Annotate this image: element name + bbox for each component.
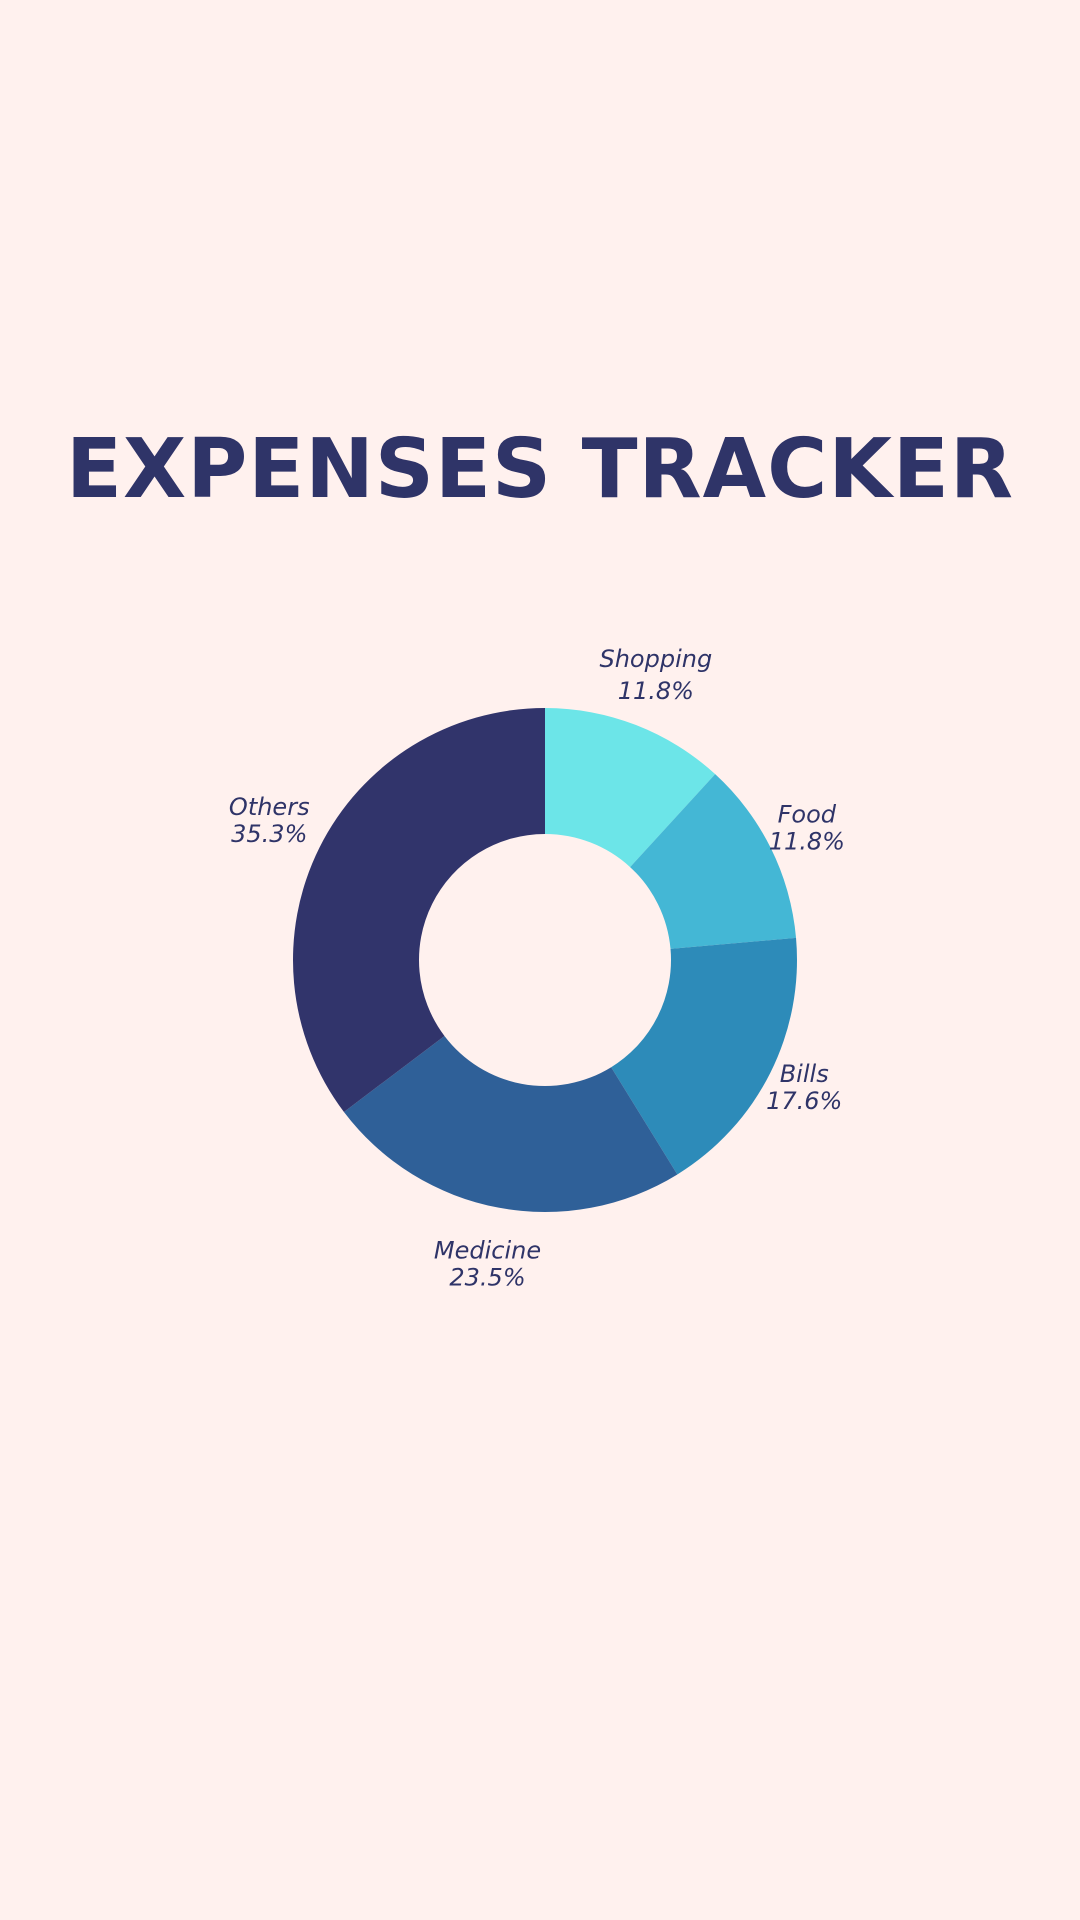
- slice-category-label: Medicine: [434, 1237, 541, 1265]
- slice-category-label: Food: [778, 801, 837, 829]
- slice-label-food: Food 11.8%: [769, 801, 845, 856]
- slice-label-shopping: Shopping 11.8%: [599, 645, 712, 705]
- slice-category-label: Bills: [780, 1060, 829, 1088]
- slice-label-medicine: Medicine 23.5%: [434, 1237, 541, 1292]
- slice-percent-label: 23.5%: [449, 1264, 525, 1292]
- donut-slice-shopping: [545, 708, 716, 868]
- slice-percent-label: 35.3%: [231, 820, 307, 848]
- donut-slice-medicine: [343, 1035, 678, 1212]
- donut-slice-bills: [611, 937, 797, 1175]
- donut-slice-others: [293, 708, 545, 1112]
- slice-percent-label: 17.6%: [766, 1087, 842, 1115]
- page-title: EXPENSES TRACKER: [65, 422, 1015, 517]
- donut-slice-food: [630, 774, 797, 949]
- slice-label-bills: Bills 17.6%: [766, 1060, 842, 1115]
- slice-category-label: Shopping: [599, 645, 712, 673]
- slice-label-others: Others 35.3%: [229, 793, 310, 848]
- slice-category-label: Others: [229, 793, 310, 821]
- slice-percent-label: 11.8%: [769, 828, 845, 856]
- slice-percent-label: 11.8%: [618, 677, 694, 705]
